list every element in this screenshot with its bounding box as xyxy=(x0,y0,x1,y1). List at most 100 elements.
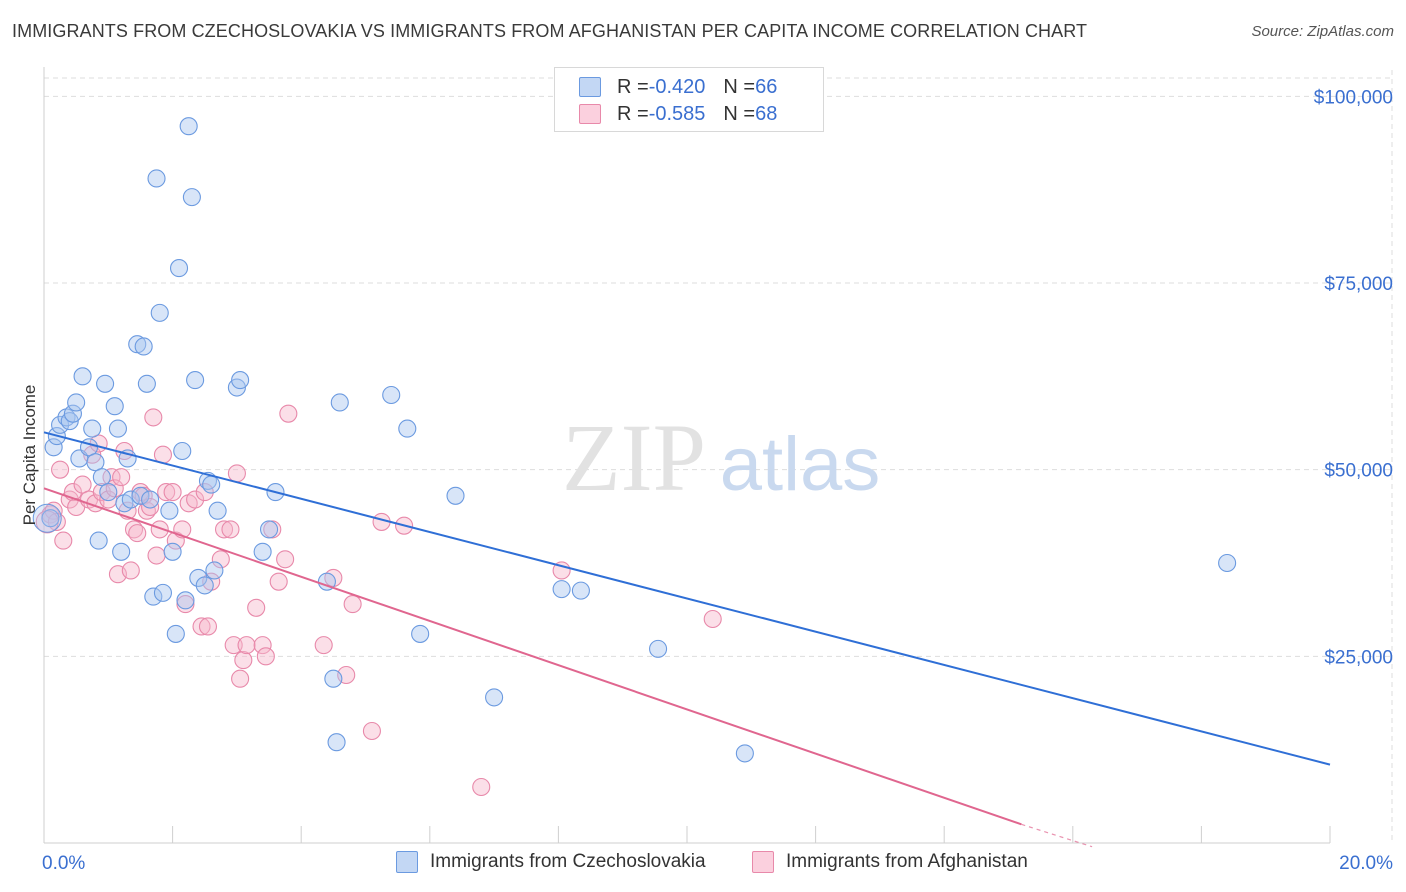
afghan-point xyxy=(276,550,295,569)
czech-point xyxy=(150,303,169,322)
czech-point xyxy=(649,639,668,658)
czech-point xyxy=(166,624,185,643)
czech-point xyxy=(231,371,250,390)
afghan-point xyxy=(150,520,169,539)
afghan-point xyxy=(256,647,275,666)
czech-point xyxy=(259,520,279,539)
czech-point xyxy=(189,568,208,587)
legend-r-label: R = xyxy=(617,75,649,98)
czech-point xyxy=(485,688,504,707)
afghan-point xyxy=(314,636,333,655)
afghan-point xyxy=(195,483,214,502)
series-name-afghan: Immigrants from Afghanistan xyxy=(786,851,1028,872)
czech-point xyxy=(134,337,153,356)
legend-row-czech: R = -0.420 N = 66 xyxy=(579,76,777,98)
series-legend-afghan[interactable]: Immigrants from Afghanistan xyxy=(752,851,1028,873)
czech-point xyxy=(89,531,108,550)
legend-n-value-czech: 66 xyxy=(755,75,778,98)
czech-point xyxy=(73,367,92,386)
czech-point xyxy=(92,468,111,487)
afghan-point xyxy=(221,520,240,539)
czech-point xyxy=(163,542,182,561)
czech-point xyxy=(108,419,127,438)
afghan-point xyxy=(231,669,250,688)
czech-point xyxy=(41,509,60,528)
afghan-point xyxy=(128,524,147,543)
czech-point xyxy=(208,501,227,520)
afghan-point xyxy=(144,408,163,427)
czech-point xyxy=(186,371,205,390)
legend-r-value-czech: -0.420 xyxy=(648,75,706,98)
czech-point xyxy=(571,581,590,600)
afghan-point xyxy=(472,777,491,797)
chart-title: IMMIGRANTS FROM CZECHOSLOVAKIA VS IMMIGR… xyxy=(12,21,1088,41)
afghan-trend-line xyxy=(43,487,1022,826)
watermark: ZIP atlas xyxy=(562,404,880,511)
czech-point xyxy=(446,486,465,505)
czech-point xyxy=(176,591,195,610)
czech-point xyxy=(121,490,140,509)
series-name-czech: Immigrants from Czechoslovakia xyxy=(430,851,706,872)
czech-point xyxy=(205,561,224,580)
czech-point xyxy=(144,587,163,606)
afghan-point xyxy=(227,464,246,483)
afghan-points xyxy=(35,404,722,797)
czech-point xyxy=(147,169,166,188)
y-tick-label: $25,000 xyxy=(1324,647,1393,668)
afghan-point xyxy=(54,531,73,550)
afghan-point xyxy=(166,531,185,550)
source-label: Source: ZipAtlas.com xyxy=(1251,23,1394,40)
x-tick-labels: 0.0% 20.0% xyxy=(42,853,1393,874)
czech-point xyxy=(735,744,754,763)
afghan-point xyxy=(343,595,362,614)
czech-trend-line xyxy=(43,431,1331,766)
series-swatch-afghan xyxy=(752,851,774,873)
afghan-point xyxy=(121,561,140,580)
czech-point xyxy=(51,415,70,434)
czech-point xyxy=(202,475,221,494)
afghan-point xyxy=(73,475,92,494)
czech-point xyxy=(327,733,346,752)
afghan-point xyxy=(163,483,182,502)
afghan-point xyxy=(247,598,266,617)
afghan-point xyxy=(157,483,176,502)
czech-point xyxy=(169,259,189,278)
czech-point xyxy=(195,576,214,595)
czech-point-cluster xyxy=(32,503,62,533)
x-tick-label: 0.0% xyxy=(42,853,85,874)
y-tick-label: $50,000 xyxy=(1324,461,1393,482)
legend-n-label: N = xyxy=(723,102,756,125)
czech-point xyxy=(112,542,131,561)
y-axis-label: Per Capita Income xyxy=(20,384,39,526)
grid-lines xyxy=(44,70,1393,843)
czech-point xyxy=(137,374,156,393)
czech-point xyxy=(253,542,272,561)
czech-point xyxy=(96,374,115,393)
afghan-point xyxy=(147,546,166,565)
afghan-point xyxy=(198,617,218,636)
afghan-point xyxy=(279,404,298,423)
czech-point xyxy=(67,393,86,412)
czech-point xyxy=(324,669,343,688)
x-tick-label: 20.0% xyxy=(1339,853,1393,874)
afghan-point xyxy=(237,636,256,655)
czech-point xyxy=(131,486,150,505)
series-swatch-czech xyxy=(396,851,418,873)
afghan-point xyxy=(214,520,234,539)
series-legend-czech[interactable]: Immigrants from Czechoslovakia xyxy=(396,851,706,873)
y-tick-labels: $25,000 $50,000 $75,000 $100,000 xyxy=(1314,87,1393,668)
czech-point xyxy=(1218,553,1237,573)
czech-point xyxy=(411,624,430,643)
legend-r-value-afghan: -0.585 xyxy=(648,102,706,125)
afghan-point xyxy=(269,572,288,591)
czech-point xyxy=(141,490,160,509)
afghan-point xyxy=(112,468,131,487)
legend-r-label: R = xyxy=(617,102,649,125)
legend-swatch-czech xyxy=(579,77,601,97)
watermark-zip: ZIP xyxy=(562,404,706,511)
czech-point xyxy=(179,117,198,136)
afghan-point xyxy=(253,636,272,655)
watermark-atlas: atlas xyxy=(720,422,881,507)
legend-swatch-afghan xyxy=(579,104,601,124)
